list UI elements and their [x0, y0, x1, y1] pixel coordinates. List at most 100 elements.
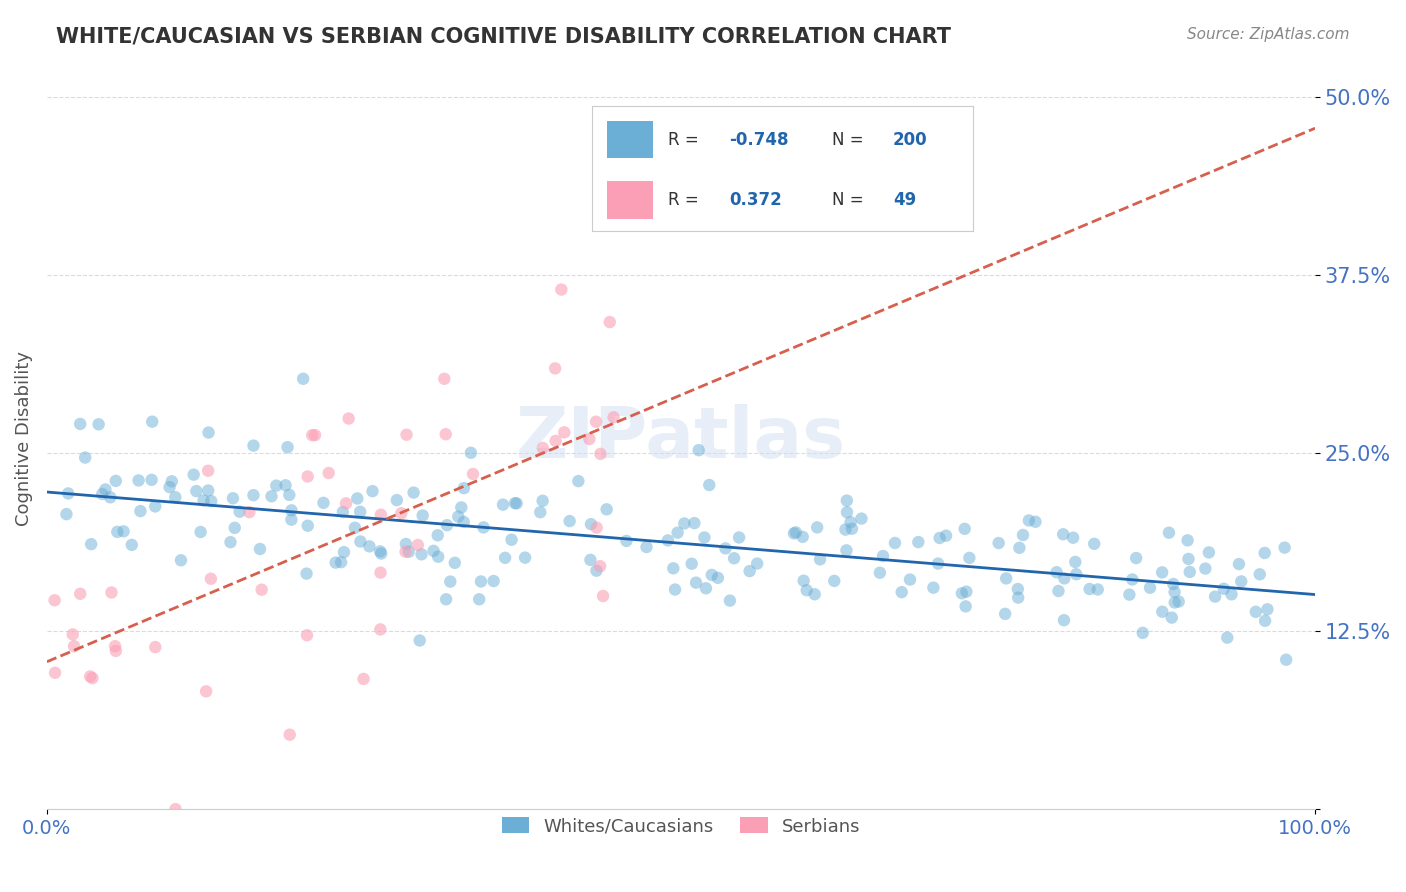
Point [953, 522, 976, 536]
Point [91, 487, 114, 501]
Point [398, 545, 420, 559]
Point [783, 526, 806, 541]
Point [1132, 625, 1154, 640]
Point [1078, 582, 1101, 596]
Point [330, 555, 353, 569]
Point [1008, 541, 1031, 555]
Point [434, 592, 457, 607]
Point [1164, 595, 1187, 609]
Point [143, 640, 166, 654]
Point [935, 529, 957, 543]
Point [1249, 567, 1271, 582]
Point [806, 520, 828, 534]
Point [453, 515, 475, 529]
Point [197, 483, 219, 498]
Point [1064, 555, 1087, 569]
Point [585, 564, 607, 578]
Point [501, 533, 523, 547]
Point [718, 593, 741, 607]
Point [503, 496, 526, 510]
Point [589, 559, 612, 574]
Point [460, 446, 482, 460]
Point [1163, 585, 1185, 599]
Point [1152, 605, 1174, 619]
Point [1053, 571, 1076, 585]
Point [121, 538, 143, 552]
Point [664, 582, 686, 597]
Point [550, 283, 572, 297]
Point [141, 415, 163, 429]
Point [250, 582, 273, 597]
Point [1125, 551, 1147, 566]
Point [957, 550, 980, 565]
Point [1177, 552, 1199, 566]
Point [219, 535, 242, 549]
Point [297, 518, 319, 533]
Legend: Whites/Caucasians, Serbians: Whites/Caucasians, Serbians [492, 808, 869, 845]
Point [907, 535, 929, 549]
Point [851, 511, 873, 525]
Point [200, 494, 222, 508]
Point [482, 574, 505, 588]
Point [312, 496, 335, 510]
Point [700, 568, 723, 582]
Point [402, 485, 425, 500]
Point [1230, 574, 1253, 589]
Point [468, 592, 491, 607]
Point [747, 557, 769, 571]
Point [186, 484, 208, 499]
Point [346, 491, 368, 506]
Point [159, 480, 181, 494]
Point [75, 450, 97, 465]
Point [1227, 557, 1250, 571]
Point [276, 440, 298, 454]
Point [228, 505, 250, 519]
Point [427, 549, 450, 564]
Text: ZIPatlas: ZIPatlas [516, 404, 846, 474]
Point [928, 531, 950, 545]
Point [100, 585, 122, 599]
Point [1007, 591, 1029, 605]
Point [841, 522, 863, 536]
Point [1121, 573, 1143, 587]
Point [434, 427, 457, 442]
Point [141, 473, 163, 487]
Point [697, 478, 720, 492]
Point [389, 506, 412, 520]
Point [1047, 584, 1070, 599]
Point [450, 500, 472, 515]
Point [688, 443, 710, 458]
Point [567, 474, 589, 488]
Point [666, 525, 689, 540]
Point [544, 434, 567, 448]
Point [82, 671, 104, 685]
Point [280, 513, 302, 527]
Point [79, 669, 101, 683]
Point [707, 571, 730, 585]
Point [616, 533, 638, 548]
Point [492, 498, 515, 512]
Point [599, 315, 621, 329]
Point [335, 496, 357, 510]
Point [792, 530, 814, 544]
Point [385, 493, 408, 508]
Point [505, 496, 527, 510]
Point [1178, 565, 1201, 579]
Point [872, 549, 894, 563]
Point [1012, 528, 1035, 542]
Point [470, 574, 492, 589]
Point [1256, 602, 1278, 616]
Point [602, 410, 624, 425]
Point [409, 633, 432, 648]
Point [685, 575, 707, 590]
Point [165, 490, 187, 504]
Point [87, 417, 110, 432]
Point [359, 540, 381, 554]
Point [657, 533, 679, 548]
Point [1024, 515, 1046, 529]
Point [595, 502, 617, 516]
Point [104, 474, 127, 488]
Point [683, 516, 706, 530]
Point [280, 503, 302, 517]
Point [987, 536, 1010, 550]
